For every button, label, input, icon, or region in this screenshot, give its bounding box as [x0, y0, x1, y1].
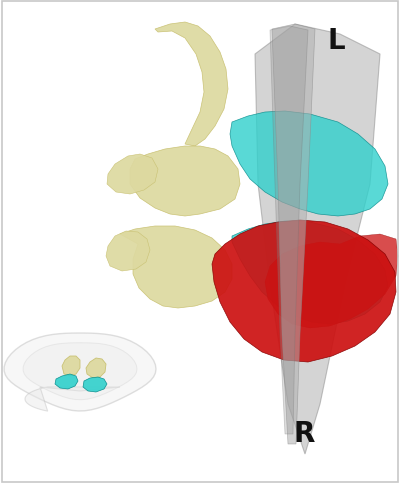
Text: R: R	[293, 419, 315, 447]
Polygon shape	[212, 221, 396, 362]
Polygon shape	[265, 235, 398, 328]
Polygon shape	[130, 147, 240, 216]
Polygon shape	[120, 227, 232, 308]
Polygon shape	[4, 333, 156, 411]
Polygon shape	[232, 222, 388, 324]
Polygon shape	[25, 387, 120, 411]
Polygon shape	[23, 343, 137, 400]
Polygon shape	[272, 25, 315, 444]
Polygon shape	[83, 377, 107, 392]
Polygon shape	[107, 155, 158, 195]
Polygon shape	[55, 374, 78, 389]
Polygon shape	[270, 27, 308, 434]
Polygon shape	[62, 356, 80, 376]
Text: L: L	[327, 27, 345, 55]
Polygon shape	[155, 23, 228, 147]
Polygon shape	[230, 112, 388, 216]
Polygon shape	[86, 358, 106, 378]
Polygon shape	[255, 25, 380, 454]
Polygon shape	[106, 231, 150, 272]
